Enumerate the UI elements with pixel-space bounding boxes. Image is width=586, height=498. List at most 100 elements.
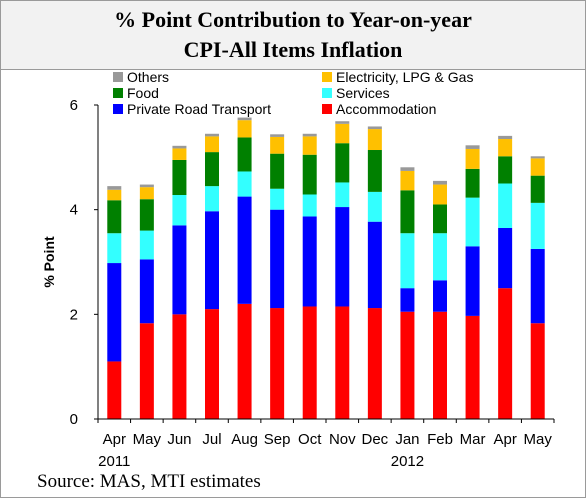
bar-segment [335, 306, 350, 419]
bar-segment [237, 171, 252, 197]
legend-label: Services [336, 85, 390, 101]
bar-segment [302, 306, 317, 419]
bar-segment [367, 150, 382, 192]
bar-segment [367, 191, 382, 222]
bar-segment [270, 308, 285, 419]
y-tick-label: 2 [70, 306, 78, 323]
bar-segment [107, 263, 122, 362]
bar-segment [172, 225, 187, 315]
bar-segment [172, 148, 187, 160]
bar-segment [400, 233, 415, 289]
legend-label: Private Road Transport [127, 101, 271, 117]
bar-segment [530, 248, 545, 324]
bar-segment [139, 199, 154, 231]
bar-segment [205, 133, 219, 137]
bar-segment [400, 288, 415, 312]
bar-segment [367, 221, 382, 309]
bar-area [107, 117, 545, 419]
bar-segment [107, 233, 122, 264]
legend-item: Private Road Transport [113, 101, 271, 117]
legend-swatch [113, 88, 123, 98]
bar-segment [205, 186, 219, 212]
bar-segment [205, 211, 219, 310]
legend-item: Electricity, LPG & Gas [322, 69, 473, 85]
bar-segment [237, 117, 252, 121]
source-note: Source: MAS, MTI estimates [37, 471, 261, 492]
bar-segment [107, 361, 122, 419]
bar-segment [237, 196, 252, 304]
bar-segment [270, 153, 285, 189]
bar-segment [335, 207, 350, 307]
year-label: 2012 [391, 453, 424, 469]
bar-segment [400, 170, 415, 191]
x-tick-label: Aug [231, 431, 258, 448]
bar-segment [433, 311, 447, 419]
bar-segment [205, 152, 219, 187]
bar-segment [465, 148, 480, 169]
bar-segment [367, 308, 382, 419]
x-tick-label: Mar [460, 431, 486, 448]
chart-title-line-1: % Point Contribution to Year-on-year [114, 7, 472, 32]
year-label: 2011 [98, 453, 130, 469]
bar-segment [237, 120, 252, 138]
chart-title: % Point Contribution to Year-on-year CPI… [1, 1, 585, 70]
bar-segment [139, 230, 154, 260]
bar-segment [270, 188, 285, 210]
legend-label: Accommodation [336, 101, 436, 117]
y-tick-label: 6 [70, 97, 78, 114]
bar-segment [172, 314, 187, 419]
y-tick-label: 4 [70, 202, 78, 219]
bar-segment [335, 123, 350, 144]
y-tick-label: 0 [70, 411, 78, 428]
legend-swatch [322, 104, 332, 114]
bar-segment [139, 184, 154, 188]
bar-segment [237, 137, 252, 172]
bar-segment [302, 154, 317, 195]
bar-segment [237, 303, 252, 419]
bar-segment [335, 121, 350, 124]
legend-label: Electricity, LPG & Gas [336, 69, 473, 85]
x-tick-label: Jun [167, 431, 191, 448]
legend-swatch [113, 72, 123, 82]
x-tick-label: Dec [362, 431, 389, 448]
bar-segment [433, 184, 447, 205]
bar-segment [172, 159, 187, 196]
bar-segment [107, 200, 122, 234]
bar-segment [367, 126, 382, 130]
x-tick-label: Sep [264, 431, 291, 448]
x-tick-label: Apr [103, 431, 126, 448]
legend-swatch [322, 88, 332, 98]
bar-segment [530, 156, 545, 159]
bar-segment [433, 204, 447, 234]
bar-segment [530, 202, 545, 249]
bar-segment [107, 189, 122, 201]
x-tick-label: Apr [493, 431, 516, 448]
bar-segment [530, 323, 545, 419]
x-tick-label: Oct [298, 431, 322, 448]
legend-swatch [113, 104, 123, 114]
bar-segment [205, 136, 219, 153]
bar-segment [400, 311, 415, 419]
bar-segment [530, 175, 545, 203]
bar-segment [498, 135, 513, 140]
x-tick-label: May [524, 431, 553, 448]
legend-item: Others [113, 69, 169, 85]
bar-segment [172, 195, 187, 226]
x-tick-label: Feb [427, 431, 453, 448]
y-axis-label: % Point [41, 236, 57, 288]
bar-segment [498, 156, 513, 184]
legend-item: Accommodation [322, 101, 436, 117]
bar-segment [172, 145, 187, 149]
bar-segment [465, 197, 480, 247]
bar-segment [270, 209, 285, 309]
bar-segment [400, 167, 415, 171]
bar-segment [139, 323, 154, 419]
x-tick-label: Jan [395, 431, 419, 448]
chart-title-line-2: CPI-All Items Inflation [183, 37, 403, 62]
bar-segment [433, 233, 447, 281]
bar-segment [400, 190, 415, 234]
x-tick-label: Jul [202, 431, 221, 448]
legend-item: Food [113, 85, 159, 101]
legend-label: Others [127, 69, 169, 85]
